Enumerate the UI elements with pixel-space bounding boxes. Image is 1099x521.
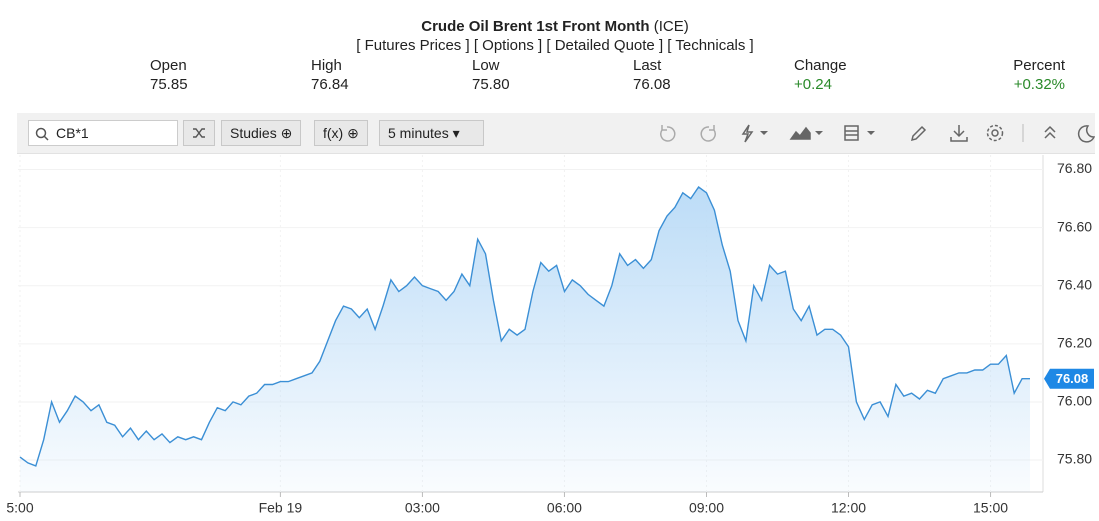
last-price-label: 76.08 — [1056, 371, 1089, 386]
x-tick-label: 09:00 — [689, 500, 724, 516]
download-icon[interactable] — [950, 125, 968, 142]
stat: Percent +0.32% — [1013, 56, 1065, 94]
chart-type-icon[interactable] — [789, 126, 811, 140]
shuffle-icon — [193, 128, 205, 138]
x-tick-label: Feb 19 — [259, 500, 303, 516]
y-tick-label: 75.80 — [1057, 451, 1092, 467]
compare-button[interactable] — [183, 120, 215, 146]
last-price-tag — [1044, 368, 1094, 389]
caret — [760, 131, 768, 135]
link[interactable]: [ Technicals ] — [667, 37, 754, 54]
toolbar-icons — [660, 124, 1095, 143]
stat-label: Last — [633, 57, 662, 74]
symbol-search[interactable]: CB*1 — [28, 120, 178, 146]
title: Crude Oil Brent 1st Front Month (ICE) — [0, 18, 1099, 35]
y-tick-label: 76.00 — [1057, 393, 1092, 409]
interval-button[interactable]: 5 minutes ▾ — [379, 120, 484, 146]
x-tick-label: 15:00 — [973, 500, 1008, 516]
y-tick-label: 76.60 — [1057, 218, 1092, 234]
stat-value: 76.08 — [633, 76, 671, 93]
pencil-icon[interactable] — [910, 125, 927, 142]
toolbar: CB*1 Studies ⊕ f(x) ⊕ 5 minutes ▾ — [17, 113, 1095, 154]
button-label: Studies — [230, 125, 277, 141]
link[interactable]: [ Options ] — [473, 37, 543, 54]
layout-icon[interactable] — [844, 125, 859, 141]
links: [ Futures Prices ] [ Options ] [ Detaile… — [0, 37, 1099, 54]
stat-value: 76.84 — [311, 76, 349, 93]
price-line — [19, 186, 1030, 467]
button-label: f(x) — [323, 125, 344, 141]
instrument-name: Crude Oil Brent 1st Front Month — [421, 18, 650, 35]
y-tick-label: 76.40 — [1057, 276, 1092, 292]
stat: Change +0.24 — [794, 56, 847, 94]
x-tick-label: 06:00 — [547, 500, 582, 516]
stat-value: 75.80 — [472, 76, 510, 93]
stat-value: +0.24 — [794, 76, 832, 93]
stat: Low 75.80 — [472, 56, 510, 94]
undo-icon[interactable] — [660, 125, 676, 142]
stat-value: 75.85 — [150, 76, 188, 93]
studies-button[interactable]: Studies ⊕ — [221, 120, 302, 146]
stat-value: +0.32% — [1013, 76, 1065, 93]
x-tick-label: 12:00 — [831, 500, 866, 516]
collapse-icon[interactable] — [1044, 125, 1056, 139]
stat: High 76.84 — [311, 56, 349, 94]
area-fill — [20, 187, 1030, 492]
caret — [867, 131, 875, 135]
settings-icon[interactable] — [991, 129, 999, 137]
stat-label: Open — [150, 57, 187, 74]
x-tick-label: 5:00 — [6, 500, 33, 516]
redo-icon[interactable] — [700, 125, 716, 142]
stat: Last 76.08 — [633, 56, 671, 94]
stat: Open 75.85 — [150, 56, 188, 94]
theme-icon[interactable] — [1077, 125, 1095, 143]
stat-label: Low — [472, 57, 500, 74]
stat-label: Change — [794, 57, 847, 74]
x-tick-label: 03:00 — [405, 500, 440, 516]
stat-label: High — [311, 57, 342, 74]
caret — [815, 131, 823, 135]
function-button[interactable]: f(x) ⊕ — [314, 120, 368, 146]
search-icon — [35, 127, 49, 141]
y-tick-label: 76.20 — [1057, 335, 1092, 351]
drawing-icon[interactable] — [741, 124, 754, 143]
link[interactable]: [ Detailed Quote ] — [546, 37, 664, 54]
exchange: (ICE) — [653, 18, 689, 35]
button-label: 5 minutes — [388, 125, 449, 141]
y-tick-label: 76.80 — [1057, 160, 1092, 176]
stat-label: Percent — [1013, 57, 1065, 74]
link[interactable]: [ Futures Prices ] — [356, 37, 470, 54]
